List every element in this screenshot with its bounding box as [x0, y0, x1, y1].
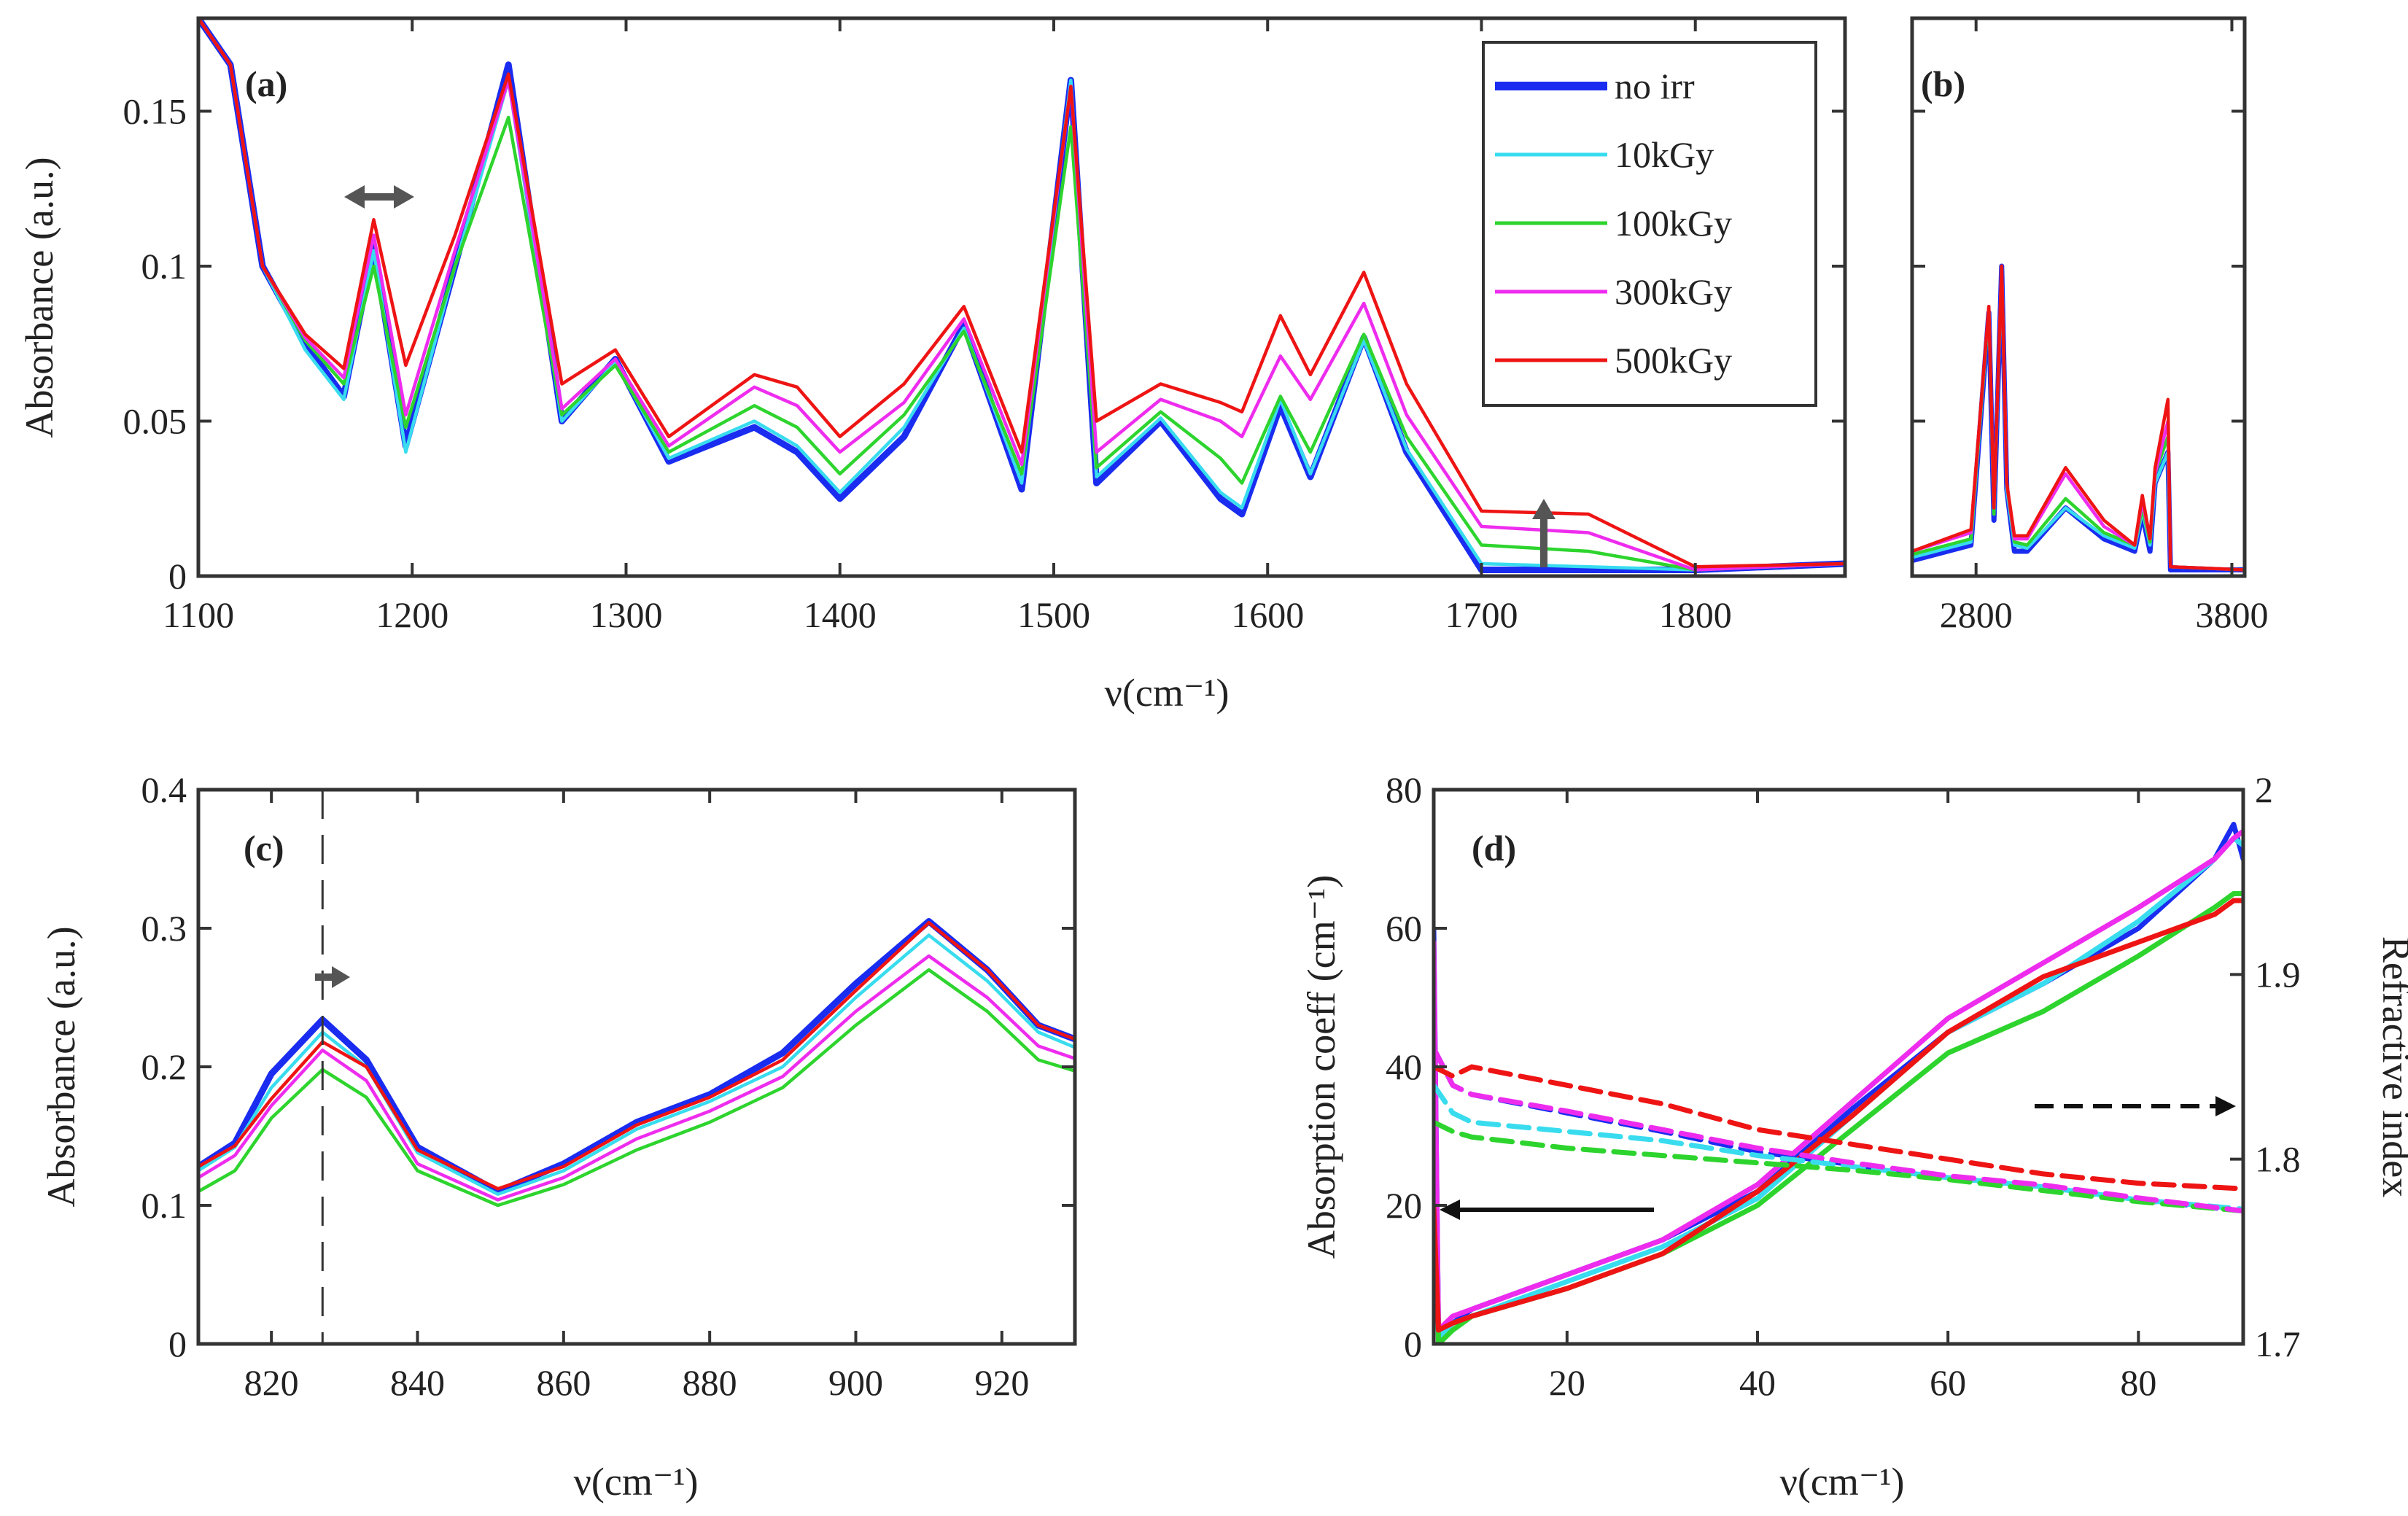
panel-a-ylabel: Absorbance (a.u.) [18, 157, 61, 438]
legend-label-100kGy: 100kGy [1615, 203, 1732, 244]
panel-a-ytick-label: 0.15 [123, 91, 187, 132]
panel-a-series-10kGy [198, 18, 1845, 572]
panel-c-ytick-label: 0.2 [141, 1046, 187, 1087]
panel-a-xtick-label: 1100 [163, 594, 234, 635]
panel-c-series-300kGy [198, 954, 1075, 1202]
panel-d-right-arrow [2035, 1096, 2236, 1116]
panel-d-ticks: 20 40 60 80 0 20 40 60 80 1.7 1.8 1.9 2 [1386, 769, 2301, 1403]
panel-b-xtick-label: 3800 [2195, 594, 2268, 635]
panel-d-ytick-label: 80 [1386, 769, 1422, 810]
panel-a-xtick-label: 1600 [1231, 594, 1304, 635]
legend-label-no-irr: no irr [1615, 66, 1695, 106]
panel-c-ytick-label: 0.4 [141, 769, 187, 810]
panel-a-series-100kGy [198, 18, 1845, 572]
panel-b: 2800 3800 (b) [1910, 16, 2268, 635]
panel-c-xtick-label: 880 [683, 1362, 737, 1403]
legend-label-10kGy: 10kGy [1615, 134, 1714, 175]
panel-b-series-10kGy [1912, 267, 2245, 572]
panel-a-xtick-label: 1800 [1659, 594, 1732, 635]
panel-b-series-500kGy [1912, 264, 2245, 572]
panel-d-curves [1434, 822, 2243, 1344]
panel-c-frame [196, 788, 1077, 1346]
panel-d-frame [1432, 788, 2245, 1346]
panel-a-xlabel: ν(cm⁻¹) [1104, 671, 1229, 715]
panel-a-label: (a) [245, 63, 287, 104]
panel-c-ticks: 820 840 860 880 900 920 0 0.1 0.2 0.3 0.4 [141, 769, 1075, 1403]
panel-d-ytick-label: 0 [1404, 1323, 1422, 1364]
panel-a-ytick-label: 0.1 [141, 246, 187, 287]
panel-d-absorption-300kGy [1434, 828, 2243, 1333]
panel-d-xtick-label: 40 [1739, 1362, 1776, 1403]
panel-c: 820 840 860 880 900 920 0 0.1 0.2 0.3 0.4 (c) ν(cm… [39, 769, 1077, 1504]
panel-c-xtick-label: 900 [828, 1362, 883, 1403]
panel-d-ytick-label: 60 [1386, 908, 1422, 949]
panel-c-xlabel: ν(cm⁻¹) [573, 1460, 698, 1504]
panel-c-series-100kGy [198, 968, 1075, 1208]
panel-d-refractive-100kGy [1434, 1119, 2243, 1214]
panel-d-xlabel: ν(cm⁻¹) [1779, 1460, 1904, 1504]
panel-d-y2tick-label: 1.9 [2255, 954, 2301, 995]
panel-d-xtick-label: 20 [1549, 1362, 1585, 1403]
panel-c-series-10kGy [198, 933, 1075, 1197]
panel-d-y2label: Refractive index [2374, 936, 2408, 1197]
panel-a-ticks: 1100 1200 1300 1400 1500 1600 1700 1800 0 0.05 0.1… [123, 18, 1845, 635]
panel-d-y2tick-label: 1.8 [2255, 1139, 2301, 1180]
legend-label-300kGy: 300kGy [1615, 271, 1732, 312]
panel-a-ytick-label: 0.05 [123, 401, 187, 442]
panel-b-curves [1912, 263, 2245, 572]
panel-b-label: (b) [1921, 63, 1965, 104]
legend: no irr 10kGy 100kGy 300kGy 500kGy [1482, 41, 1817, 407]
panel-c-xtick-label: 840 [390, 1362, 445, 1403]
panel-a: 1100 1200 1300 1400 1500 1600 1700 1800 0 0.05 0.1… [18, 16, 1847, 715]
panel-d-label: (d) [1472, 828, 1516, 868]
panel-b-frame [1910, 16, 2247, 578]
panel-c-xtick-label: 920 [974, 1362, 1029, 1403]
panel-c-xtick-label: 820 [244, 1362, 299, 1403]
panel-a-series-300kGy [198, 18, 1845, 572]
panel-d-xtick-label: 60 [1930, 1362, 1966, 1403]
panel-d-ylabel: Absorption coeff (cm⁻¹) [1300, 875, 1343, 1259]
panel-d-y2tick-label: 2 [2255, 769, 2273, 810]
panel-a-double-arrow [344, 185, 414, 209]
panel-b-series-no-irr [1912, 263, 2245, 572]
panel-d-xtick-label: 80 [2120, 1362, 2156, 1403]
panel-b-ticks: 2800 3800 [1912, 18, 2268, 635]
panel-c-ytick-label: 0.1 [141, 1185, 187, 1226]
panel-d-y2tick-label: 1.7 [2255, 1323, 2301, 1364]
panel-d-absorption-no-irr [1434, 822, 2243, 1333]
panel-c-label: (c) [244, 828, 284, 868]
panel-c-ytick-label: 0 [168, 1323, 187, 1364]
panel-c-curves [198, 918, 1075, 1208]
panel-a-curves [198, 18, 1845, 573]
panel-a-frame [196, 16, 1847, 578]
panel-c-series-500kGy [198, 921, 1075, 1191]
panel-d-ytick-label: 20 [1386, 1185, 1422, 1226]
panel-a-xtick-label: 1400 [804, 594, 877, 635]
panel-d-ytick-label: 40 [1386, 1046, 1422, 1087]
panel-d-absorption-10kGy [1434, 836, 2243, 1340]
panel-d-refractive-300kGy [1434, 1046, 2243, 1214]
panel-b-series-100kGy [1912, 264, 2245, 572]
panel-a-series-500kGy [198, 18, 1845, 569]
panel-c-right-arrow [315, 966, 350, 988]
panel-a-xtick-label: 1300 [589, 594, 662, 635]
panel-b-series-300kGy [1912, 264, 2245, 572]
panel-d-refractive-500kGy [1434, 1064, 2243, 1192]
panel-a-xtick-label: 1500 [1017, 594, 1090, 635]
panel-a-up-arrow [1532, 499, 1556, 567]
legend-label-500kGy: 500kGy [1615, 340, 1732, 381]
panel-c-ytick-label: 0.3 [141, 908, 187, 949]
panel-a-xtick-label: 1700 [1445, 594, 1518, 635]
panel-c-xtick-label: 860 [536, 1362, 591, 1403]
panel-d-left-arrow [1440, 1200, 1654, 1220]
panel-c-ylabel: Absorbance (a.u.) [39, 926, 83, 1207]
panel-a-ytick-label: 0 [168, 556, 187, 596]
panel-b-xtick-label: 2800 [1940, 594, 2013, 635]
panel-a-xtick-label: 1200 [376, 594, 448, 635]
